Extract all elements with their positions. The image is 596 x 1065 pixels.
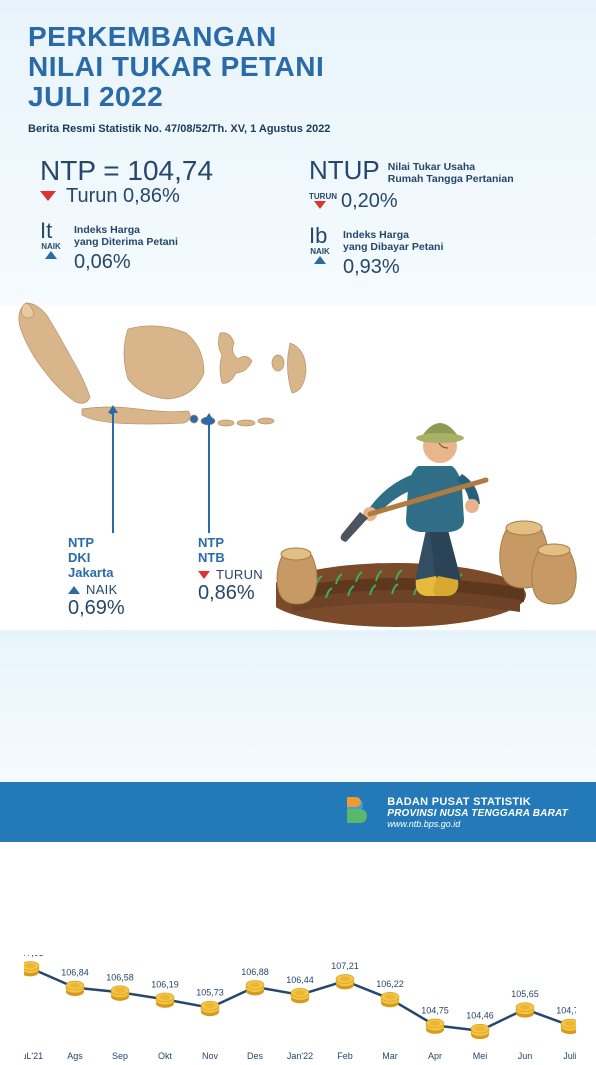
svg-text:Mei: Mei <box>473 1051 488 1061</box>
indonesia-map <box>8 293 308 463</box>
ib-trend-word: NAIK <box>309 247 331 256</box>
title-line1: PERKEMBANGAN <box>28 21 277 52</box>
svg-text:Apr: Apr <box>428 1051 442 1061</box>
svg-text:Nov: Nov <box>202 1051 219 1061</box>
callout-dki-word: NAIK <box>86 582 118 597</box>
svg-text:Jan'22: Jan'22 <box>287 1051 313 1061</box>
svg-text:104,75: 104,75 <box>421 1006 449 1016</box>
it-trend-word: NAIK <box>40 242 62 251</box>
ntp-label: NTP = 104,74 <box>40 155 299 187</box>
callout-dki-pct: 0,69% <box>68 597 125 620</box>
up-triangle-icon <box>68 586 80 594</box>
ntup-value: 0,20% <box>341 190 398 213</box>
footer: BADAN PUSAT STATISTIK PROVINSI NUSA TENG… <box>0 782 596 842</box>
svg-text:106,44: 106,44 <box>286 975 314 985</box>
down-triangle-icon <box>40 191 56 201</box>
svg-text:104,74: 104,74 <box>556 1006 576 1016</box>
callout-dki-l2: DKI Jakarta <box>68 550 125 580</box>
metrics-block: NTP = 104,74 Turun 0,86% It NAIK Indeks … <box>0 145 596 285</box>
svg-text:107,93: 107,93 <box>24 955 44 958</box>
svg-text:105,73: 105,73 <box>196 988 224 998</box>
svg-text:Juli: Juli <box>563 1051 576 1061</box>
doc-subtitle: Berita Resmi Statistik No. 47/08/52/Th. … <box>28 123 568 135</box>
title-line2: NILAI TUKAR PETANI <box>28 51 324 82</box>
footer-url: www.ntb.bps.go.id <box>387 819 568 829</box>
ib-desc: Indeks Harga yang Dibayar Petani <box>343 229 443 254</box>
svg-text:Jun: Jun <box>518 1051 533 1061</box>
svg-text:Mar: Mar <box>382 1051 398 1061</box>
svg-text:106,88: 106,88 <box>241 967 269 977</box>
up-triangle-icon <box>314 256 326 264</box>
svg-text:105,65: 105,65 <box>511 989 539 999</box>
svg-text:Ags: Ags <box>67 1051 83 1061</box>
page-title: PERKEMBANGAN NILAI TUKAR PETANI JULI 202… <box>28 22 568 113</box>
down-triangle-icon <box>198 571 210 579</box>
svg-text:Feb: Feb <box>337 1051 353 1061</box>
callout-ntb-pct: 0,86% <box>198 582 263 605</box>
ntp-trend-chart: 107,93 JuL'21 106,84 Ags 106,58 Sep 106,19 Okt 1… <box>0 955 596 1065</box>
svg-text:106,84: 106,84 <box>61 968 89 978</box>
title-line3: JULI 2022 <box>28 81 163 112</box>
callout-ntb-word: TURUN <box>216 567 263 582</box>
svg-text:104,46: 104,46 <box>466 1011 494 1021</box>
down-triangle-icon <box>314 201 326 209</box>
callout-dki-l1: NTP <box>68 535 125 550</box>
ntp-trend-text: Turun 0,86% <box>66 185 180 208</box>
svg-text:Sep: Sep <box>112 1051 128 1061</box>
callout-ntb-l2: NTB <box>198 550 263 565</box>
ib-label: Ib <box>309 223 327 249</box>
farmer-illustration <box>276 380 586 640</box>
ntup-desc: Nilai Tukar Usaha Rumah Tangga Pertanian <box>388 161 514 186</box>
svg-text:106,58: 106,58 <box>106 972 134 982</box>
it-desc: Indeks Harga yang Diterima Petani <box>74 224 178 249</box>
svg-text:106,22: 106,22 <box>376 979 404 989</box>
it-value: 0,06% <box>74 251 178 274</box>
footer-org-l2: PROVINSI NUSA TENGGARA BARAT <box>387 808 568 819</box>
bps-logo-icon <box>343 795 377 829</box>
svg-text:JuL'21: JuL'21 <box>24 1051 43 1061</box>
svg-text:Okt: Okt <box>158 1051 173 1061</box>
ntup-trend-word: TURUN <box>309 192 331 201</box>
svg-text:Des: Des <box>247 1051 264 1061</box>
ib-value: 0,93% <box>343 256 443 279</box>
header: PERKEMBANGAN NILAI TUKAR PETANI JULI 202… <box>0 0 596 145</box>
svg-text:107,21: 107,21 <box>331 961 359 971</box>
it-label: It <box>40 218 52 244</box>
svg-text:106,19: 106,19 <box>151 979 179 989</box>
up-triangle-icon <box>45 251 57 259</box>
ntup-label: NTUP <box>309 155 380 186</box>
callout-ntb-l1: NTP <box>198 535 263 550</box>
footer-org-l1: BADAN PUSAT STATISTIK <box>387 796 568 808</box>
